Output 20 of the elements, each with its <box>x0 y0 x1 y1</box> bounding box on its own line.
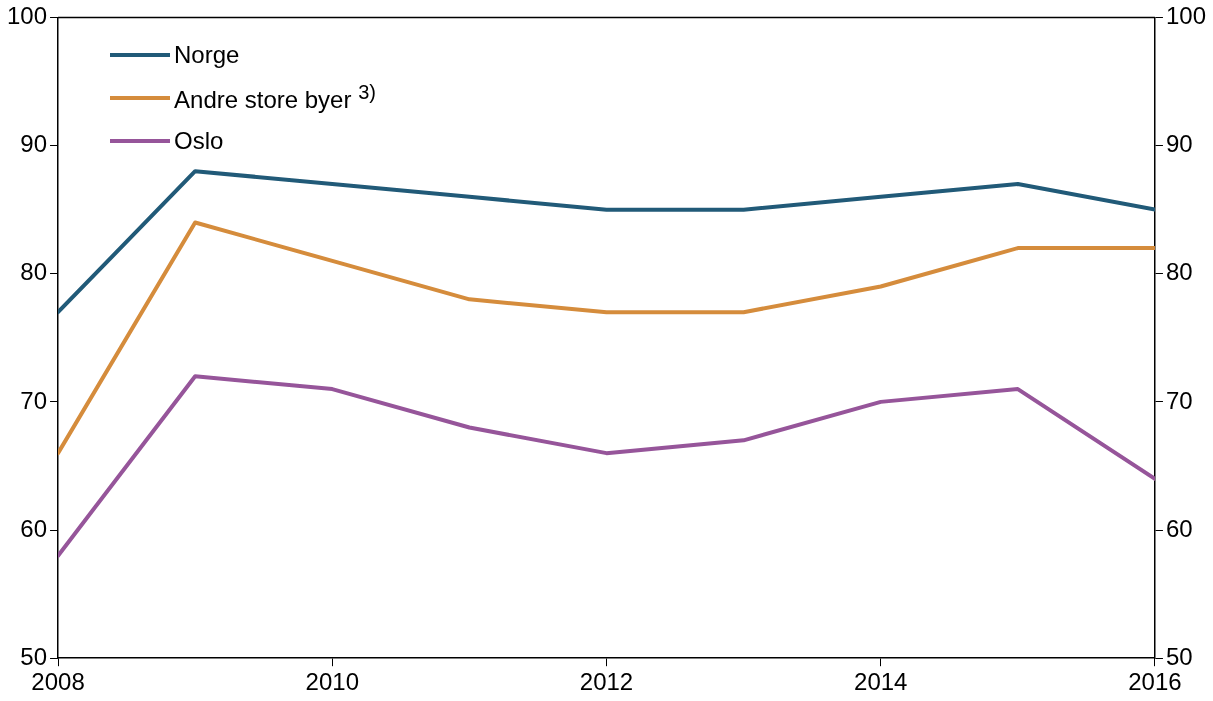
legend-label: Andre store byer $^{3)}$ <box>174 81 376 115</box>
y2-tick-label: 60 <box>1165 514 1193 542</box>
x-tick-label: 2010 <box>305 668 359 696</box>
y2-tick-label: 50 <box>1165 642 1193 670</box>
x-tick-label: 2016 <box>1128 668 1182 696</box>
y-tick-label: 70 <box>20 386 48 414</box>
legend-label: Oslo <box>174 126 224 155</box>
legend-label: Norge <box>174 40 240 69</box>
x-tick-label: 2014 <box>854 668 908 696</box>
y-tick-label: 90 <box>20 130 48 158</box>
y2-tick-label: 100 <box>1165 2 1206 30</box>
y-tick-label: 50 <box>20 642 48 670</box>
y2-tick-label: 90 <box>1165 130 1193 158</box>
y-tick-label: 100 <box>7 2 48 30</box>
y2-tick-label: 80 <box>1165 258 1193 286</box>
y-tick-label: 60 <box>20 514 48 542</box>
x-tick-label: 2008 <box>31 668 85 696</box>
y-tick-label: 80 <box>20 258 48 286</box>
y2-tick-label: 70 <box>1165 386 1193 414</box>
x-tick-label: 2012 <box>579 668 634 696</box>
